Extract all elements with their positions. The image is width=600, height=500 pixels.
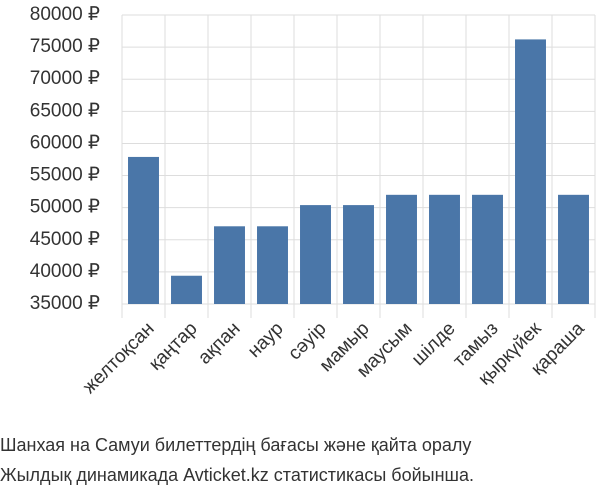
y-tick-label: 45000 ₽ <box>30 229 100 250</box>
bar <box>386 194 417 304</box>
x-tick-label: наур <box>244 318 288 362</box>
x-tick-label: ақпан <box>194 318 244 368</box>
bar <box>300 205 331 304</box>
bar <box>429 194 460 304</box>
bar <box>343 205 374 304</box>
y-tick-label: 80000 ₽ <box>30 4 100 25</box>
caption-line: Шанхая на Самуи билеттердің бағасы және … <box>0 435 471 455</box>
bar <box>558 194 589 304</box>
y-tick-label: 50000 ₽ <box>30 197 100 218</box>
x-tick-label: шілде <box>408 318 460 370</box>
y-tick-label: 60000 ₽ <box>30 132 100 153</box>
bar <box>472 194 503 304</box>
x-tick-label: қаңтар <box>145 318 202 375</box>
bar <box>171 275 202 304</box>
y-tick-label: 55000 ₽ <box>30 165 100 186</box>
bar <box>257 226 288 304</box>
bar <box>515 39 546 304</box>
bar <box>214 226 245 304</box>
y-tick-label: 65000 ₽ <box>30 100 100 121</box>
caption-line: Жылдық динамикада Avticket.kz статистика… <box>0 465 474 485</box>
y-tick-label: 35000 ₽ <box>30 293 100 314</box>
bar <box>128 156 159 304</box>
y-tick-label: 70000 ₽ <box>30 68 100 89</box>
y-tick-label: 75000 ₽ <box>30 36 100 57</box>
y-tick-label: 40000 ₽ <box>30 261 100 282</box>
